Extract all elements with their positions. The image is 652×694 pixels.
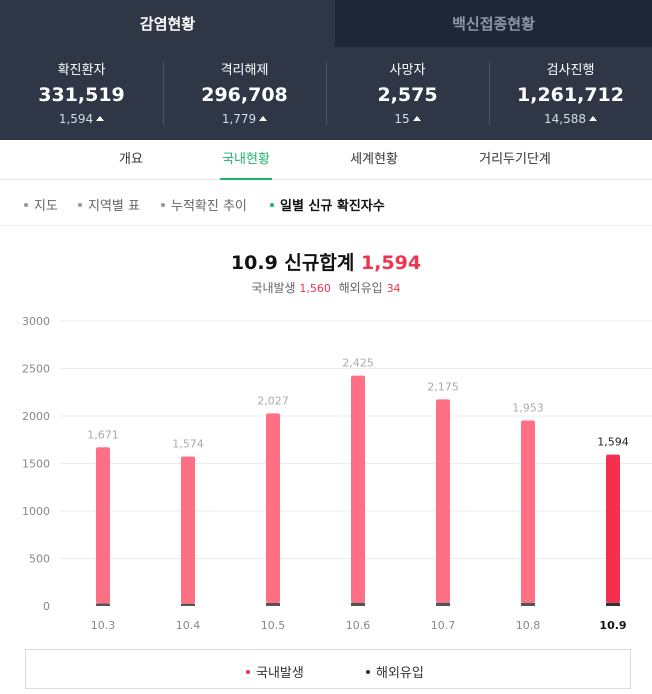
- bar-domestic: [96, 447, 110, 604]
- bar-overseas: [181, 603, 195, 606]
- data-label: 2,175: [427, 380, 459, 393]
- tab-overview[interactable]: 개요: [119, 152, 143, 167]
- stat-label: 격리해제: [220, 63, 269, 78]
- up-arrow-icon: [412, 116, 421, 121]
- stat-deaths: 사망자 2,575 15: [326, 47, 489, 140]
- tab-infection-status[interactable]: 감염현황: [0, 0, 335, 47]
- chart-title: 10.9 신규합계 1,594: [230, 252, 422, 274]
- up-arrow-icon: [589, 116, 597, 121]
- stat-value: 331,519: [38, 84, 125, 106]
- bar-overseas: [521, 602, 535, 606]
- y-tick-label: 500: [29, 553, 50, 566]
- stat-delta: 14,588: [489, 111, 652, 127]
- view-menu: 지도 지역별 표 누적확진 추이 일별 신규 확진자수: [0, 181, 652, 226]
- data-label: 1,574: [172, 437, 204, 450]
- summary-panel: 감염현황 백신접종현황 확진환자 331,519 1,594 격리해제 296,…: [0, 0, 652, 140]
- stat-value: 296,708: [201, 84, 288, 106]
- bar-overseas: [351, 602, 365, 606]
- y-tick-label: 2000: [22, 410, 50, 423]
- bar-overseas: [266, 602, 280, 606]
- data-label: 2,027: [257, 394, 289, 407]
- y-tick-label: 3000: [22, 315, 50, 328]
- data-label: 1,953: [512, 401, 544, 414]
- top-tab-bar: 감염현황 백신접종현황: [0, 0, 652, 47]
- x-tick-label: 10.8: [516, 619, 541, 632]
- total-value: 1,594: [360, 252, 422, 274]
- bar-overseas: [96, 603, 110, 606]
- x-tick-label: 10.4: [176, 619, 201, 632]
- bar-domestic: [436, 399, 450, 603]
- x-tick-label: 10.7: [431, 619, 456, 632]
- bullet-icon: [161, 203, 165, 207]
- x-tick-label: 10.3: [91, 619, 116, 632]
- view-cumulative-trend[interactable]: 누적확진 추이: [161, 195, 247, 214]
- bar-domestic: [606, 454, 620, 603]
- stat-delta: 1,594: [0, 111, 163, 127]
- y-tick-label: 2500: [22, 363, 50, 376]
- bar-domestic: [266, 413, 280, 603]
- stat-delta: 1,779: [163, 111, 326, 127]
- x-tick-label: 10.6: [346, 619, 371, 632]
- x-tick-label: 10.9: [599, 619, 626, 632]
- stat-delta: 15: [326, 111, 489, 127]
- stat-label: 검사진행: [546, 63, 595, 78]
- bar-domestic: [351, 375, 365, 603]
- legend-dot-icon: [246, 670, 250, 674]
- y-tick-label: 1500: [22, 458, 50, 471]
- stat-value: 2,575: [377, 84, 438, 106]
- domestic-value: 1,560: [299, 282, 331, 295]
- bar-overseas: [436, 602, 450, 606]
- legend-dot-icon: [366, 670, 370, 674]
- view-map[interactable]: 지도: [24, 195, 58, 214]
- legend-domestic[interactable]: 국내발생: [246, 662, 304, 681]
- y-tick-label: 0: [43, 600, 50, 613]
- tab-distancing-level[interactable]: 거리두기단계: [479, 152, 551, 167]
- bullet-icon: [270, 203, 274, 207]
- y-tick-label: 1000: [22, 505, 50, 518]
- stat-value: 1,261,712: [517, 84, 624, 106]
- stat-testing: 검사진행 1,261,712 14,588: [489, 47, 652, 140]
- tab-vaccination-status[interactable]: 백신접종현황: [335, 0, 652, 47]
- sub-nav: 개요 국내현황 세계현황 거리두기단계: [0, 140, 652, 180]
- stat-confirmed: 확진환자 331,519 1,594: [0, 47, 163, 140]
- bullet-icon: [24, 203, 28, 207]
- up-arrow-icon: [96, 116, 105, 121]
- up-arrow-icon: [259, 116, 268, 121]
- data-label: 1,671: [87, 428, 119, 441]
- data-label: 2,425: [342, 357, 374, 370]
- view-region-table[interactable]: 지역별 표: [78, 195, 140, 214]
- stat-released: 격리해제 296,708 1,779: [163, 47, 326, 140]
- chart-subtitle: 국내발생 1,560 해외유입 34: [251, 281, 401, 295]
- tab-domestic[interactable]: 국내현황: [220, 140, 272, 180]
- bar-domestic: [521, 420, 535, 603]
- chart-legend: 국내발생 해외유입: [25, 649, 631, 689]
- view-daily-new-cases[interactable]: 일별 신규 확진자수: [270, 195, 385, 214]
- x-tick-label: 10.5: [261, 619, 286, 632]
- stat-label: 사망자: [389, 63, 426, 78]
- stats-row: 확진환자 331,519 1,594 격리해제 296,708 1,779 사망…: [0, 47, 652, 140]
- bullet-icon: [78, 203, 82, 207]
- legend-overseas[interactable]: 해외유입: [366, 662, 424, 681]
- data-label: 1,594: [597, 436, 629, 449]
- overseas-value: 34: [386, 282, 401, 295]
- bar-overseas: [606, 602, 620, 606]
- stat-label: 확진환자: [57, 63, 106, 78]
- bar-domestic: [181, 456, 195, 604]
- daily-cases-chart: 0 500 1000 1500 2000 2500 3000 1,671 10.3 1,574 10…: [22, 315, 652, 632]
- tab-world[interactable]: 세계현황: [350, 152, 398, 167]
